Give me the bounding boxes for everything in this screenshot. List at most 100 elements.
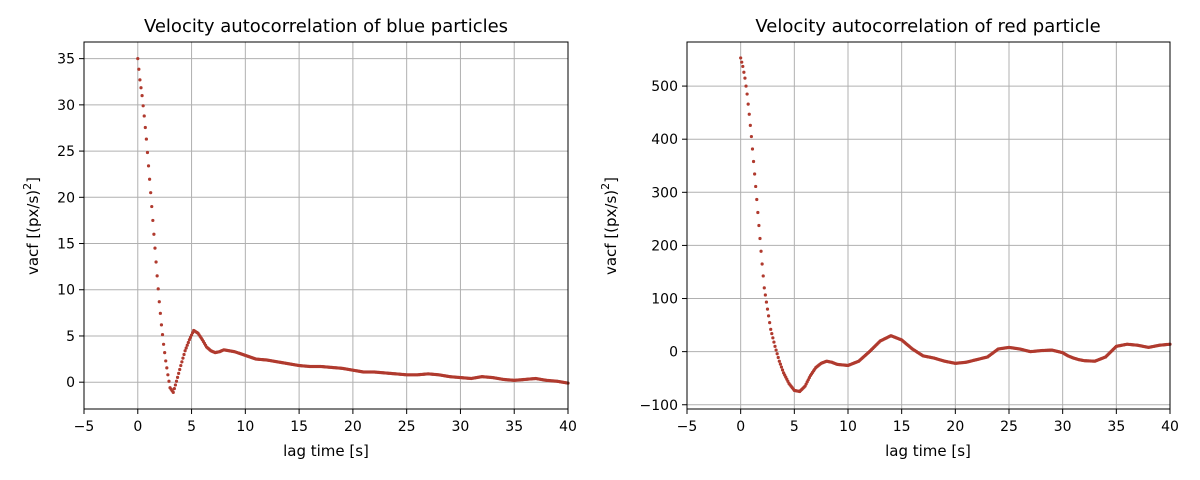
x-tick-label: 35 bbox=[1107, 419, 1125, 435]
y-tick-label: 100 bbox=[651, 292, 678, 308]
data-point bbox=[181, 356, 185, 360]
y-tick-label: 25 bbox=[57, 144, 75, 160]
data-point bbox=[145, 150, 150, 155]
data-point bbox=[741, 64, 745, 69]
data-point bbox=[161, 342, 166, 346]
red-particle-panel: Velocity autocorrelation of red particle… bbox=[599, 16, 1179, 460]
data-point bbox=[175, 375, 180, 379]
data-point bbox=[746, 102, 750, 106]
data-point bbox=[763, 293, 767, 297]
data-point bbox=[167, 379, 171, 383]
data-point bbox=[757, 223, 761, 228]
plot-frame bbox=[686, 41, 1171, 410]
data-point bbox=[739, 56, 743, 60]
y-tick-label: 20 bbox=[57, 190, 75, 206]
data-point bbox=[743, 76, 747, 80]
data-point bbox=[759, 249, 763, 253]
data-point bbox=[178, 367, 182, 372]
data-point bbox=[765, 307, 770, 311]
data-point bbox=[747, 112, 751, 116]
data-point bbox=[137, 67, 141, 71]
data-point bbox=[755, 197, 759, 202]
data-point bbox=[778, 362, 782, 366]
data-point bbox=[163, 351, 167, 355]
data-point bbox=[151, 218, 155, 223]
y-axis-label: vacf [(px/s)2] bbox=[599, 177, 620, 275]
data-point bbox=[756, 210, 760, 215]
data-point bbox=[751, 159, 756, 164]
data-point bbox=[749, 134, 754, 139]
data-point bbox=[159, 323, 164, 327]
data-point bbox=[179, 363, 183, 368]
data-point bbox=[153, 246, 157, 250]
data-point bbox=[154, 260, 158, 264]
data-point bbox=[776, 355, 780, 360]
data-point bbox=[146, 164, 151, 168]
data-point bbox=[140, 94, 144, 98]
data-point bbox=[753, 172, 757, 176]
x-tick-label: 15 bbox=[290, 419, 308, 435]
grid-lines bbox=[83, 42, 569, 409]
y-tick-label: 300 bbox=[651, 185, 678, 201]
x-tick-label: 5 bbox=[790, 419, 799, 435]
data-point bbox=[172, 387, 176, 391]
data-point bbox=[144, 137, 148, 141]
data-points bbox=[136, 57, 570, 394]
data-point bbox=[177, 371, 181, 376]
data-point bbox=[150, 204, 154, 209]
x-tick-label: 20 bbox=[946, 419, 964, 435]
data-point bbox=[762, 286, 766, 290]
data-point bbox=[155, 274, 159, 278]
data-point bbox=[769, 327, 773, 331]
data-point bbox=[780, 368, 785, 372]
data-point bbox=[748, 123, 752, 127]
y-tick-label: 500 bbox=[651, 79, 678, 95]
x-tick-label: 25 bbox=[398, 419, 416, 435]
y-tick-label: 0 bbox=[66, 375, 75, 391]
data-point bbox=[740, 60, 744, 64]
y-tick-label: 200 bbox=[651, 238, 678, 254]
chart-title: Velocity autocorrelation of red particle bbox=[755, 16, 1100, 37]
data-point bbox=[779, 365, 784, 369]
data-point bbox=[160, 332, 165, 337]
data-point bbox=[157, 300, 161, 304]
data-point bbox=[772, 340, 776, 344]
blue-particles-panel: Velocity autocorrelation of blue particl… bbox=[21, 16, 577, 460]
x-tick-label: −5 bbox=[74, 419, 95, 435]
data-point bbox=[158, 311, 162, 315]
data-points bbox=[739, 56, 1172, 394]
data-point bbox=[156, 287, 160, 291]
x-tick-label: 0 bbox=[133, 419, 142, 435]
data-point bbox=[136, 57, 140, 61]
data-point bbox=[184, 346, 188, 350]
data-point bbox=[164, 359, 168, 363]
axis-ticks: −5 0 5 10 15 20 25 30 35 40 0 5 10 15 20 25 30 35 bbox=[57, 52, 577, 435]
data-point bbox=[166, 373, 170, 377]
data-point bbox=[183, 349, 187, 353]
x-tick-label: 20 bbox=[344, 419, 362, 435]
data-point bbox=[774, 348, 778, 352]
y-axis-label: vacf [(px/s)2] bbox=[21, 177, 42, 275]
data-point bbox=[768, 321, 772, 325]
data-point bbox=[186, 340, 190, 345]
y-tick-label: 0 bbox=[669, 345, 678, 361]
y-tick-label: 35 bbox=[57, 52, 75, 68]
data-point bbox=[149, 191, 153, 195]
data-point bbox=[745, 92, 749, 96]
data-point bbox=[182, 352, 186, 357]
data-point bbox=[742, 70, 746, 74]
data-point bbox=[773, 344, 777, 348]
chart-title: Velocity autocorrelation of blue particl… bbox=[144, 16, 508, 37]
x-axis-label: lag time [s] bbox=[283, 442, 369, 460]
x-tick-label: 10 bbox=[236, 419, 254, 435]
y-tick-label: 5 bbox=[66, 329, 75, 345]
data-point bbox=[139, 86, 143, 90]
data-point bbox=[142, 114, 146, 118]
x-tick-label: 5 bbox=[187, 419, 196, 435]
data-point bbox=[180, 360, 184, 364]
x-tick-label: 40 bbox=[1161, 419, 1179, 435]
x-axis-label: lag time [s] bbox=[885, 442, 971, 460]
x-tick-label: −5 bbox=[677, 419, 698, 435]
data-point bbox=[152, 232, 156, 236]
